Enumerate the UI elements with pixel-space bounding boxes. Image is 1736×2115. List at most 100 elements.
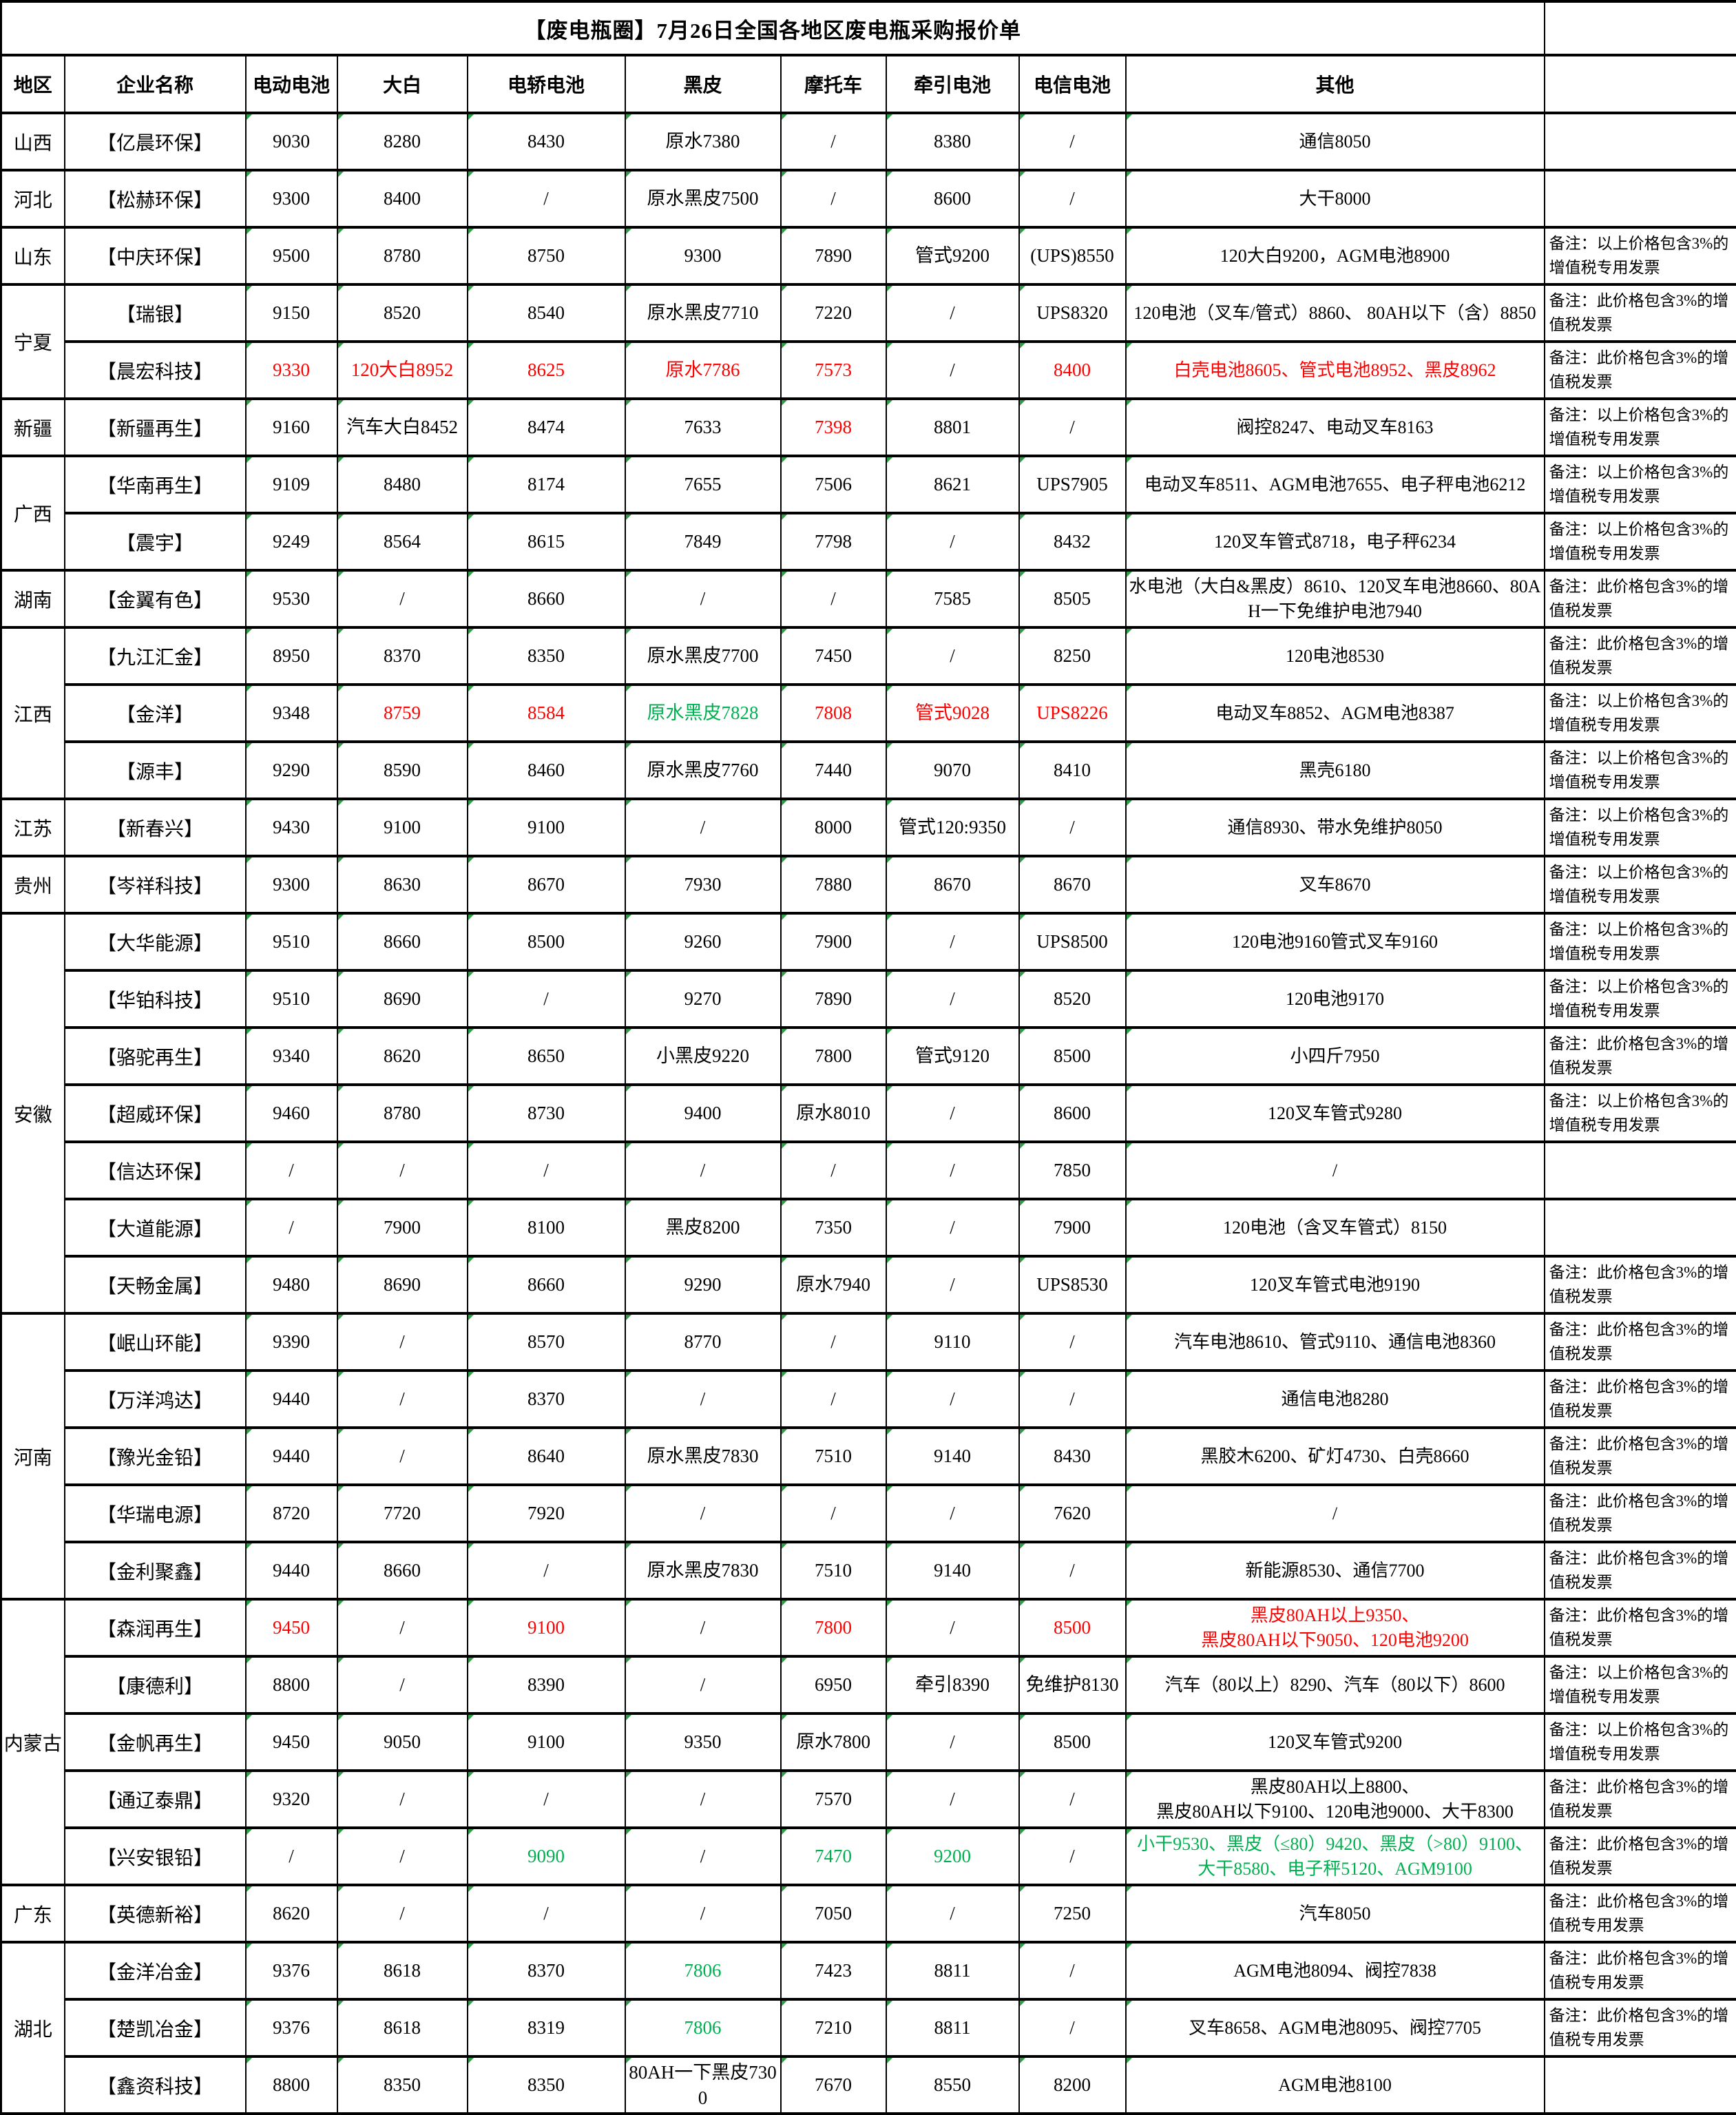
company-cell: 【晨宏科技】 — [65, 342, 246, 399]
value-cell-ev-battery: 9249 — [246, 513, 337, 570]
value-cell-motorcycle: 原水7940 — [781, 1256, 886, 1313]
company-cell: 【金翼有色】 — [65, 570, 246, 627]
company-cell: 【瑞银】 — [65, 284, 246, 342]
value-cell-telecom-battery: 8500 — [1019, 1713, 1126, 1771]
title-side-cell — [1545, 1, 1736, 55]
value-cell-sedan-battery: 9100 — [468, 1599, 625, 1656]
other-cell: 汽车电池8610、管式9110、通信电池8360 — [1126, 1313, 1545, 1371]
value-cell-telecom-battery: 8670 — [1019, 856, 1126, 913]
company-cell: 【金利聚鑫】 — [65, 1542, 246, 1599]
company-cell: 【楚凯冶金】 — [65, 1999, 246, 2056]
value-cell-motorcycle: 7220 — [781, 284, 886, 342]
company-cell: 【大道能源】 — [65, 1199, 246, 1256]
value-cell-ev-battery: 9440 — [246, 1428, 337, 1485]
company-cell: 【金洋】 — [65, 685, 246, 742]
other-cell: 120电池9160管式叉车9160 — [1126, 913, 1545, 970]
value-cell-motorcycle: 7800 — [781, 1599, 886, 1656]
value-cell-traction-battery: / — [886, 1199, 1019, 1256]
value-cell-motorcycle: 7798 — [781, 513, 886, 570]
company-cell: 【超威环保】 — [65, 1085, 246, 1142]
value-cell-heipi: 小黑皮9220 — [625, 1028, 781, 1085]
other-cell: 叉车8658、AGM电池8095、阀控7705 — [1126, 1999, 1545, 2056]
value-cell-dabai: 8780 — [337, 227, 468, 284]
value-cell-traction-battery: 8380 — [886, 113, 1019, 170]
value-cell-traction-battery: 管式120:9350 — [886, 799, 1019, 856]
value-cell-sedan-battery: 8730 — [468, 1085, 625, 1142]
value-cell-sedan-battery: 8350 — [468, 2056, 625, 2114]
value-cell-ev-battery: 8620 — [246, 1885, 337, 1942]
value-cell-motorcycle: / — [781, 1485, 886, 1542]
value-cell-motorcycle: 7670 — [781, 2056, 886, 2114]
value-cell-ev-battery: 9460 — [246, 1085, 337, 1142]
value-cell-dabai: / — [337, 1371, 468, 1428]
column-header-region: 地区 — [1, 55, 65, 113]
value-cell-sedan-battery: 8430 — [468, 113, 625, 170]
remark-cell — [1545, 113, 1736, 170]
value-cell-telecom-battery: UPS8320 — [1019, 284, 1126, 342]
value-cell-traction-battery: / — [886, 1771, 1019, 1828]
remark-cell: 备注：此价格包含3%的增值税发票 — [1545, 1485, 1736, 1542]
company-cell: 【华南再生】 — [65, 456, 246, 513]
remark-cell: 备注：以上价格包含3%的增值税专用发票 — [1545, 227, 1736, 284]
value-cell-ev-battery: 9320 — [246, 1771, 337, 1828]
value-cell-telecom-battery: 8200 — [1019, 2056, 1126, 2114]
value-cell-telecom-battery: 7620 — [1019, 1485, 1126, 1542]
value-cell-ev-battery: 9376 — [246, 1942, 337, 1999]
value-cell-traction-battery: 9140 — [886, 1542, 1019, 1599]
value-cell-traction-battery: / — [886, 1885, 1019, 1942]
value-cell-sedan-battery: 8350 — [468, 627, 625, 685]
value-cell-traction-battery: / — [886, 513, 1019, 570]
company-cell: 【兴安银铅】 — [65, 1828, 246, 1885]
column-header-dabai: 大白 — [337, 55, 468, 113]
value-cell-ev-battery: 9450 — [246, 1713, 337, 1771]
value-cell-sedan-battery: / — [468, 1885, 625, 1942]
region-cell: 江苏 — [1, 799, 65, 856]
remark-cell: 备注：以上价格包含3%的增值税专用发票 — [1545, 1656, 1736, 1713]
value-cell-ev-battery: 9160 — [246, 399, 337, 456]
value-cell-telecom-battery: / — [1019, 1942, 1126, 1999]
value-cell-traction-battery: 8811 — [886, 1942, 1019, 1999]
other-cell: 通信电池8280 — [1126, 1371, 1545, 1428]
other-cell: 通信8930、带水免维护8050 — [1126, 799, 1545, 856]
remark-cell: 备注：此价格包含3%的增值税发票 — [1545, 1771, 1736, 1828]
value-cell-dabai: 8660 — [337, 913, 468, 970]
value-cell-dabai: / — [337, 1142, 468, 1199]
value-cell-sedan-battery: 9100 — [468, 799, 625, 856]
value-cell-heipi: 原水黑皮7500 — [625, 170, 781, 227]
company-cell: 【通辽泰鼎】 — [65, 1771, 246, 1828]
value-cell-telecom-battery: UPS8530 — [1019, 1256, 1126, 1313]
value-cell-ev-battery: 9300 — [246, 170, 337, 227]
other-cell: 小干9530、黑皮（≤80）9420、黑皮（>80）9100、大干8580、电子… — [1126, 1828, 1545, 1885]
value-cell-traction-battery: / — [886, 284, 1019, 342]
value-cell-motorcycle: 7510 — [781, 1542, 886, 1599]
value-cell-dabai: 8690 — [337, 970, 468, 1028]
company-cell: 【信达环保】 — [65, 1142, 246, 1199]
value-cell-dabai: 8759 — [337, 685, 468, 742]
value-cell-heipi: / — [625, 1885, 781, 1942]
remark-cell: 备注：此价格包含3%的增值税发票 — [1545, 1256, 1736, 1313]
company-cell: 【豫光金铅】 — [65, 1428, 246, 1485]
value-cell-motorcycle: 7880 — [781, 856, 886, 913]
value-cell-telecom-battery: / — [1019, 1542, 1126, 1599]
region-cell: 新疆 — [1, 399, 65, 456]
value-cell-telecom-battery: 8505 — [1019, 570, 1126, 627]
value-cell-sedan-battery: / — [468, 1771, 625, 1828]
region-cell: 河南 — [1, 1313, 65, 1599]
value-cell-motorcycle: / — [781, 170, 886, 227]
value-cell-telecom-battery: / — [1019, 399, 1126, 456]
value-cell-telecom-battery: 8430 — [1019, 1428, 1126, 1485]
report-title: 【废电瓶圈】7月26日全国各地区废电瓶采购报价单 — [1, 1, 1545, 55]
value-cell-sedan-battery: / — [468, 1142, 625, 1199]
value-cell-traction-battery: 8811 — [886, 1999, 1019, 2056]
